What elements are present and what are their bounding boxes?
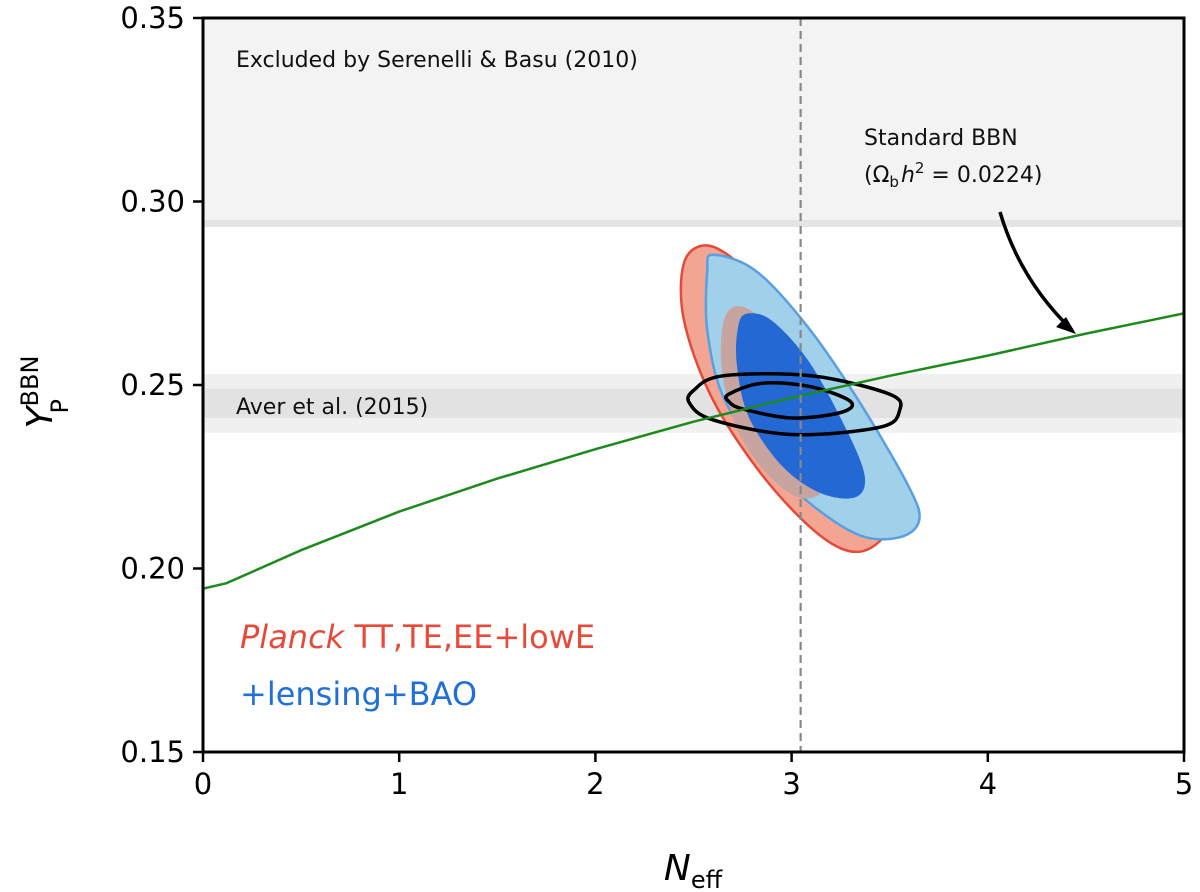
- legend-planck-rest: TT,TE,EE+lowE: [344, 618, 595, 656]
- y-label-sub: P: [46, 399, 74, 413]
- series-line-standard-bbn: [203, 312, 1184, 590]
- h-symbol: h: [901, 163, 915, 188]
- x-axis-label: Neff: [664, 848, 723, 892]
- omega-value: = 0.0224: [924, 163, 1033, 188]
- y-axis-label-text: YBBNP: [16, 356, 74, 429]
- y-tick-label: 0.30: [120, 185, 185, 219]
- aver-band-inner: [203, 388, 1184, 419]
- h-superscript: 2: [915, 159, 925, 177]
- x-tick-label: 5: [1175, 767, 1193, 801]
- y-label-sup: BBN: [16, 356, 44, 407]
- lensing-bao-contour-68: [736, 313, 866, 499]
- x-label-main: N: [664, 848, 691, 889]
- omega-symbol: Ω: [873, 163, 890, 188]
- aver-annotation: Aver et al. (2015): [236, 395, 428, 420]
- x-tick-label: 1: [390, 767, 408, 801]
- legend-planck-italic: Planck: [240, 618, 346, 656]
- legend-lensing-bao: +lensing+BAO: [240, 675, 477, 713]
- standard-bbn-arrow: [998, 211, 1074, 332]
- x-label-sub: eff: [691, 866, 723, 892]
- legend: Planck TT,TE,EE+lowE +lensing+BAO: [240, 618, 595, 713]
- aver-posterior-contour-68: [724, 381, 855, 420]
- curves-layer: [203, 312, 1184, 590]
- serenelli-annotation: Excluded by Serenelli & Basu (2010): [236, 48, 638, 73]
- aver-posterior-contour-95: [686, 372, 903, 437]
- y-axis-label: YBBNP: [16, 356, 74, 429]
- x-tick-label: 0: [194, 767, 212, 801]
- x-tick-label: 4: [979, 767, 997, 801]
- x-tick-label: 3: [782, 767, 800, 801]
- omega-subscript: b: [889, 173, 899, 191]
- y-tick-label: 0.35: [120, 1, 185, 35]
- y-tick-label: 0.25: [120, 368, 185, 402]
- standard-bbn-arrowhead: [1056, 317, 1076, 334]
- y-label-main: Y: [20, 403, 61, 428]
- annotations-layer: Excluded by Serenelli & Basu (2010) Aver…: [236, 48, 1076, 420]
- legend-planck: Planck TT,TE,EE+lowE: [240, 618, 595, 656]
- bands-layer: [203, 18, 1184, 433]
- excluded-band: [203, 18, 1184, 224]
- y-tick-label: 0.15: [120, 735, 185, 769]
- x-tick-label: 2: [586, 767, 604, 801]
- standard-bbn-annotation-line1: Standard BBN: [864, 126, 1018, 151]
- y-tick-label: 0.20: [120, 552, 185, 586]
- axes-layer: 0 1 2 3 4 5 0.15 0.20 0.25 0.30 0.35: [120, 1, 1193, 801]
